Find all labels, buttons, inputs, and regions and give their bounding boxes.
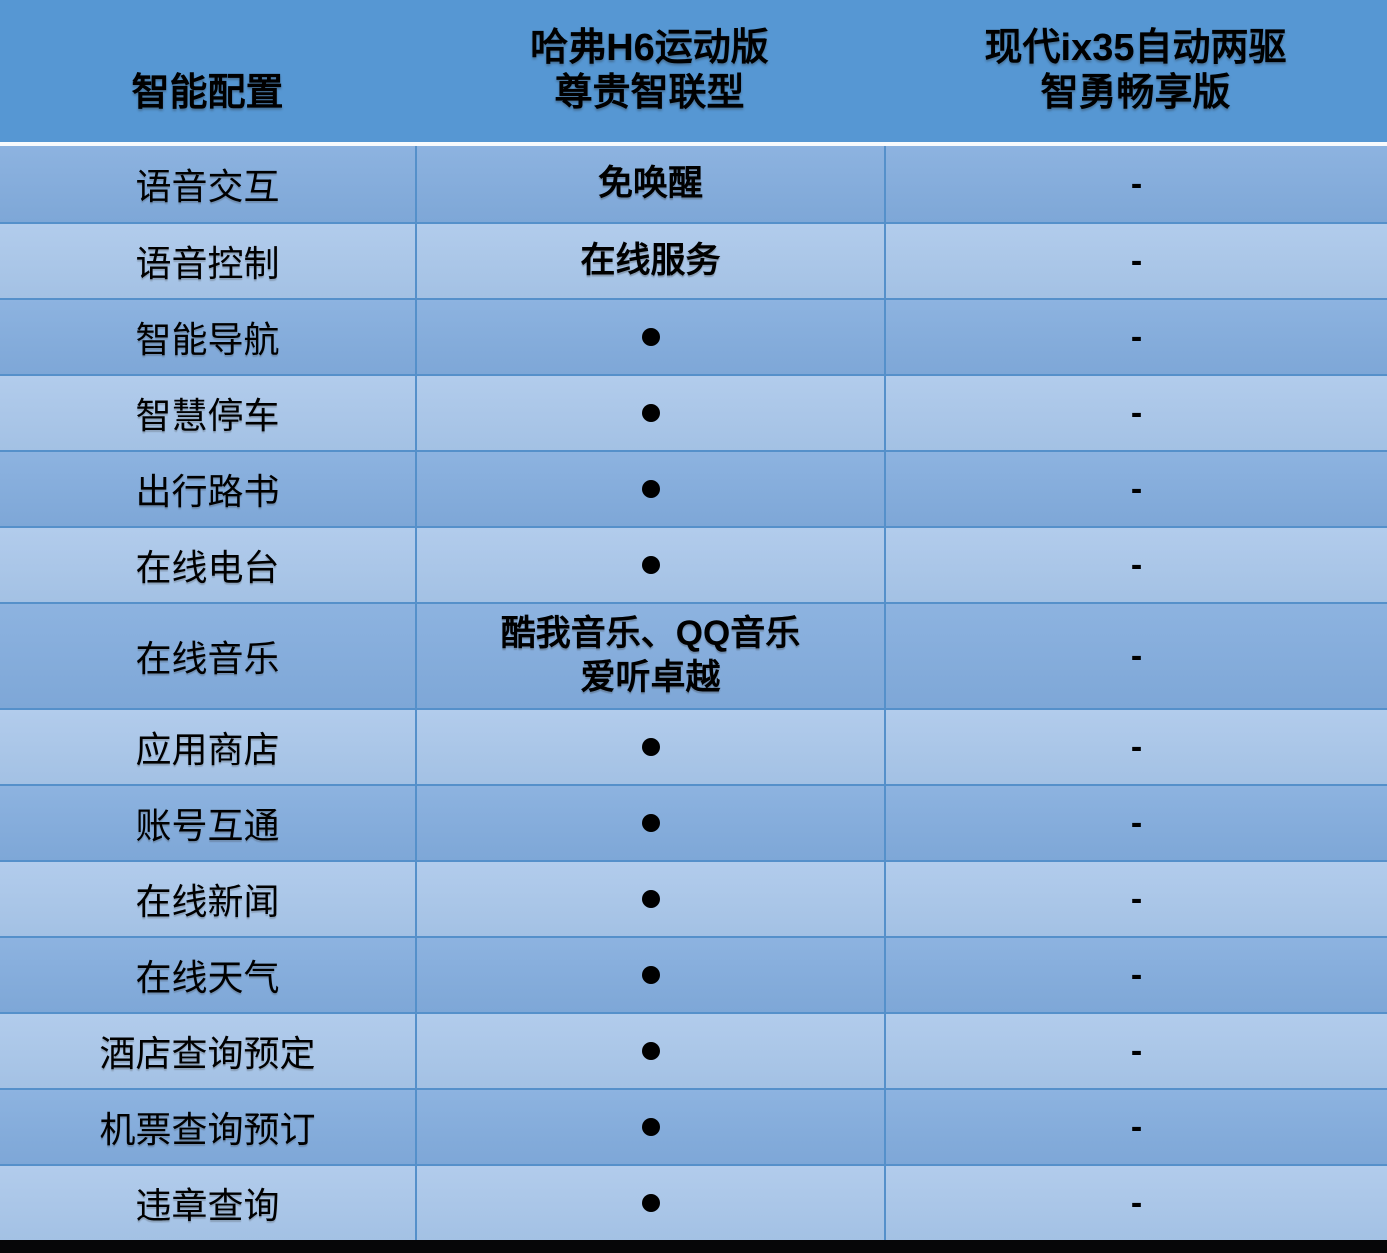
feature-name: 智慧停车 bbox=[135, 395, 280, 436]
table-row: 在线音乐 酷我音乐、QQ音乐 爱听卓越 - bbox=[0, 602, 1387, 708]
feature-included-bullet-icon bbox=[641, 556, 660, 574]
haval-value bbox=[415, 452, 884, 526]
feature-name: 在线天气 bbox=[135, 957, 280, 998]
table-row: 语音控制 在线服务 - bbox=[0, 222, 1387, 298]
feature-included-bullet-icon bbox=[641, 890, 660, 908]
table-row: 语音交互 免唤醒 - bbox=[0, 146, 1387, 222]
haval-value bbox=[415, 938, 884, 1012]
hyundai-value: - bbox=[884, 1014, 1387, 1088]
table-row: 在线新闻 - bbox=[0, 860, 1387, 936]
hyundai-value: - bbox=[884, 862, 1387, 936]
hyundai-value: - bbox=[884, 938, 1387, 1012]
haval-value: 在线服务 bbox=[415, 224, 884, 298]
table-row: 酒店查询预定 - bbox=[0, 1012, 1387, 1088]
hyundai-value: - bbox=[884, 146, 1387, 222]
haval-value bbox=[415, 300, 884, 374]
header-separator-line bbox=[0, 142, 1387, 146]
feature-name: 智能导航 bbox=[135, 319, 280, 360]
header-col-hyundai: 现代ix35自动两驱 智勇畅享版 bbox=[884, 0, 1387, 142]
feature-name: 出行路书 bbox=[135, 471, 280, 512]
feature-included-bullet-icon bbox=[641, 328, 660, 346]
feature-included-bullet-icon bbox=[641, 738, 660, 756]
header-col-haval-line2: 尊贵智联型 bbox=[554, 72, 745, 114]
header-col-haval: 哈弗H6运动版 尊贵智联型 bbox=[415, 0, 884, 142]
hyundai-value: - bbox=[884, 452, 1387, 526]
hyundai-value: - bbox=[884, 376, 1387, 450]
hyundai-value: - bbox=[884, 528, 1387, 602]
hyundai-value: - bbox=[884, 300, 1387, 374]
bottom-bar bbox=[0, 1240, 1387, 1253]
hyundai-value: - bbox=[884, 786, 1387, 860]
feature-included-bullet-icon bbox=[641, 966, 660, 984]
haval-value bbox=[415, 1014, 884, 1088]
feature-name: 机票查询预订 bbox=[99, 1109, 316, 1150]
feature-name: 违章查询 bbox=[135, 1185, 280, 1226]
table-row: 在线天气 - bbox=[0, 936, 1387, 1012]
header-col-hyundai-line2: 智勇畅享版 bbox=[1040, 72, 1231, 114]
header-col-hyundai-line1: 现代ix35自动两驱 bbox=[984, 27, 1287, 69]
table-row: 出行路书 - bbox=[0, 450, 1387, 526]
feature-name: 语音交互 bbox=[135, 166, 280, 207]
hyundai-value: - bbox=[884, 604, 1387, 708]
haval-value bbox=[415, 786, 884, 860]
haval-value bbox=[415, 1090, 884, 1164]
table-row: 机票查询预订 - bbox=[0, 1088, 1387, 1164]
feature-name: 账号互通 bbox=[135, 805, 280, 846]
feature-included-bullet-icon bbox=[641, 404, 660, 422]
haval-value bbox=[415, 1166, 884, 1240]
haval-value bbox=[415, 528, 884, 602]
feature-name: 在线音乐 bbox=[135, 638, 280, 679]
feature-included-bullet-icon bbox=[641, 814, 660, 832]
table-row: 智慧停车 - bbox=[0, 374, 1387, 450]
table-row: 违章查询 - bbox=[0, 1164, 1387, 1240]
hyundai-value: - bbox=[884, 1166, 1387, 1240]
hyundai-value: - bbox=[884, 224, 1387, 298]
table-body: 语音交互 免唤醒 - 语音控制 在线服务 - 智能导航 - 智慧停车 - 出行路… bbox=[0, 146, 1387, 1240]
header-col-feature: 智能配置 bbox=[0, 0, 415, 142]
header-col-feature-label: 智能配置 bbox=[131, 72, 284, 114]
feature-name: 语音控制 bbox=[135, 243, 280, 284]
haval-value: 免唤醒 bbox=[415, 146, 884, 222]
feature-included-bullet-icon bbox=[641, 1194, 660, 1212]
haval-value bbox=[415, 710, 884, 784]
feature-included-bullet-icon bbox=[641, 480, 660, 498]
feature-name: 酒店查询预定 bbox=[99, 1033, 316, 1074]
feature-name: 在线电台 bbox=[135, 547, 280, 588]
table-row: 智能导航 - bbox=[0, 298, 1387, 374]
feature-name: 在线新闻 bbox=[135, 881, 280, 922]
hyundai-value: - bbox=[884, 710, 1387, 784]
feature-name: 应用商店 bbox=[135, 729, 280, 770]
haval-value: 酷我音乐、QQ音乐 爱听卓越 bbox=[415, 604, 884, 708]
table-row: 账号互通 - bbox=[0, 784, 1387, 860]
feature-included-bullet-icon bbox=[641, 1042, 660, 1060]
table-header-row: 智能配置 哈弗H6运动版 尊贵智联型 现代ix35自动两驱 智勇畅享版 bbox=[0, 0, 1387, 142]
haval-value bbox=[415, 376, 884, 450]
table-row: 应用商店 - bbox=[0, 708, 1387, 784]
feature-included-bullet-icon bbox=[641, 1118, 660, 1136]
haval-value bbox=[415, 862, 884, 936]
table-row: 在线电台 - bbox=[0, 526, 1387, 602]
header-col-haval-line1: 哈弗H6运动版 bbox=[530, 27, 769, 69]
hyundai-value: - bbox=[884, 1090, 1387, 1164]
